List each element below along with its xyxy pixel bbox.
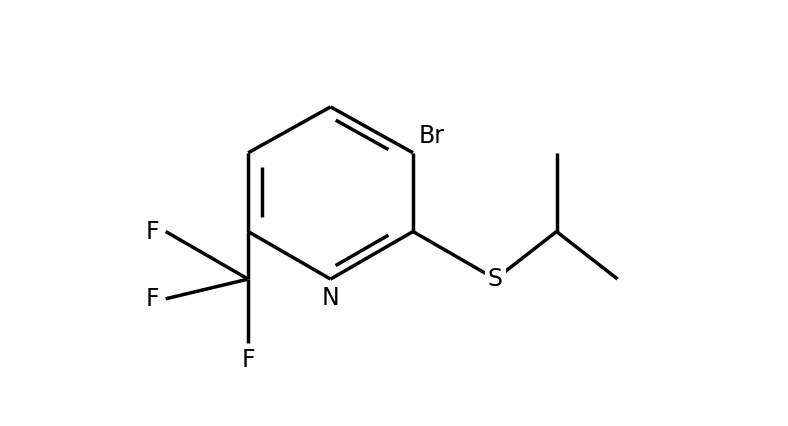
- Text: F: F: [241, 348, 255, 372]
- Text: F: F: [146, 287, 159, 311]
- Text: Br: Br: [419, 124, 445, 148]
- Text: F: F: [146, 219, 159, 244]
- Text: N: N: [322, 286, 340, 310]
- Text: S: S: [488, 267, 503, 291]
